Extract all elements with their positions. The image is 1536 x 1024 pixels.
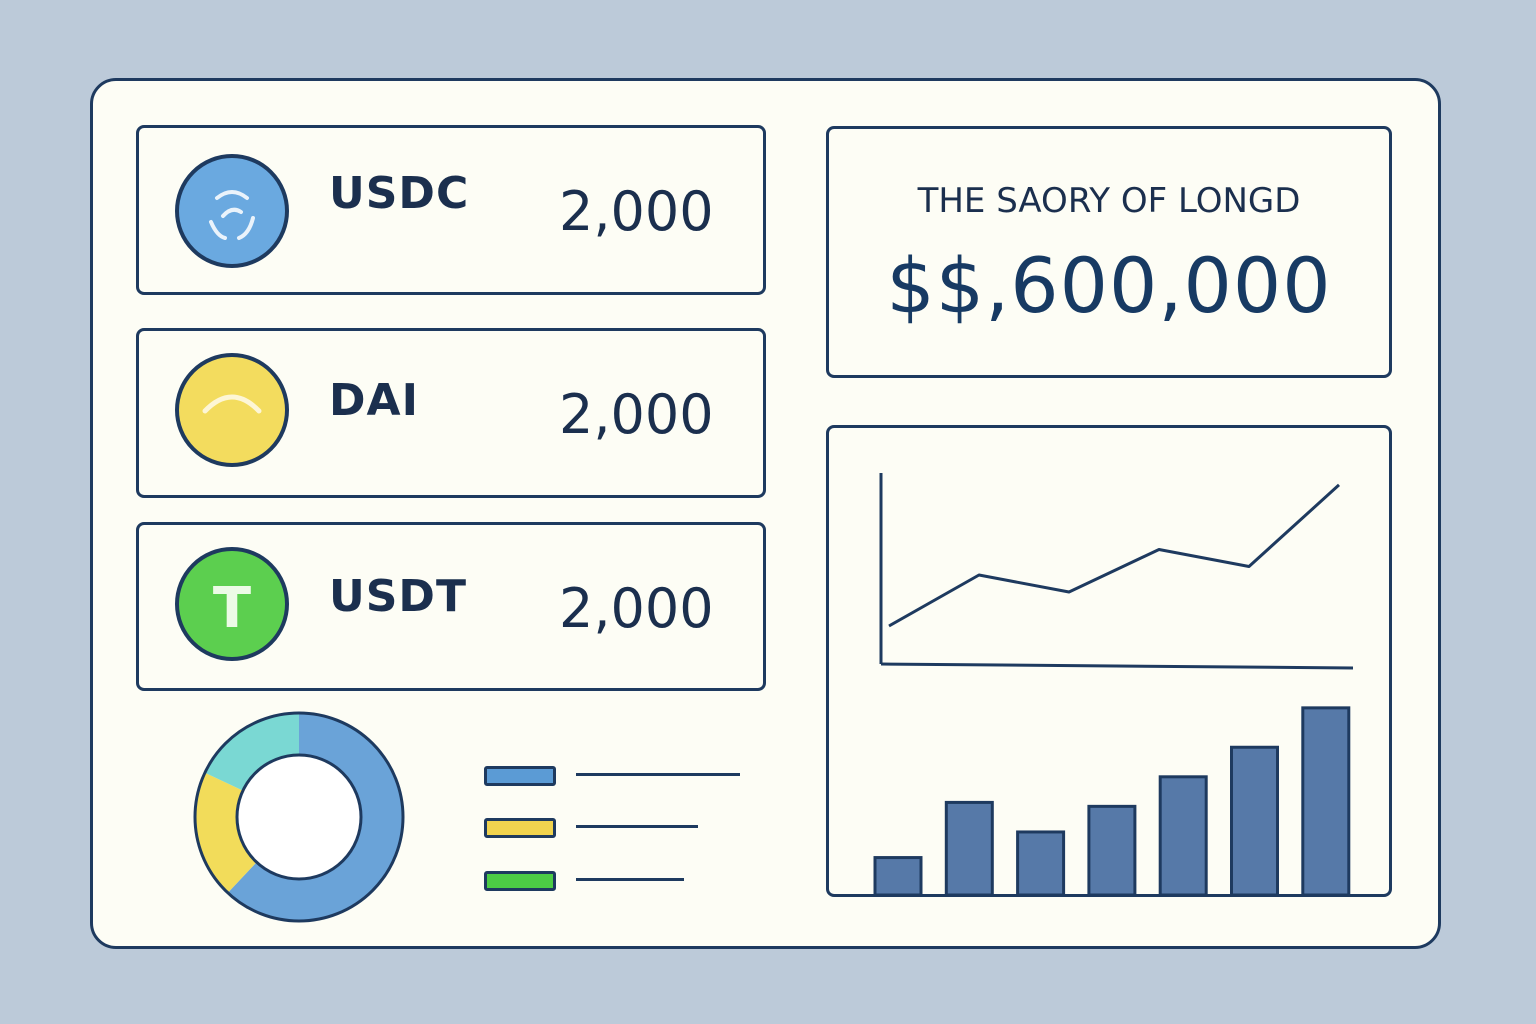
donut-outer-ring: [193, 711, 405, 923]
summary-title: THE SAORY OF LONGD: [917, 181, 1301, 221]
bar: [1230, 745, 1279, 894]
donut-slice-usdt: [204, 713, 299, 791]
line-chart-x-axis: [880, 662, 1354, 670]
balance-summary-card: THE SAORY OF LONGD $$,600,000: [826, 126, 1392, 378]
token-card-dai[interactable]: DAI 2,000: [136, 328, 766, 498]
token-name: USDC: [329, 168, 470, 219]
token-card-usdt[interactable]: T USDT 2,000: [136, 522, 766, 691]
bar: [1158, 775, 1208, 894]
chart-card: [826, 425, 1392, 897]
usdc-coin-icon: [175, 154, 289, 268]
legend-swatch-dai: [484, 818, 556, 838]
donut-hole: [235, 753, 363, 881]
usdt-coin-icon: T: [175, 547, 289, 661]
bar: [1016, 830, 1066, 894]
bar: [873, 856, 923, 894]
allocation-donut: [190, 708, 408, 926]
token-name: USDT: [329, 571, 467, 622]
token-amount: 2,000: [559, 180, 714, 243]
token-card-usdc[interactable]: USDC 2,000: [136, 125, 766, 295]
token-amount: 2,000: [559, 577, 714, 640]
bar: [1301, 706, 1351, 894]
bar: [944, 800, 994, 894]
donut-slice-dai: [195, 772, 257, 893]
token-amount: 2,000: [559, 383, 714, 446]
chart-canvas: [873, 473, 1354, 894]
legend-label-line: [576, 773, 740, 776]
bar: [1087, 804, 1137, 894]
usdt-glyph: T: [213, 576, 251, 641]
trend-line: [888, 483, 1341, 628]
legend-swatch-usdc: [484, 766, 556, 786]
legend-label-line: [576, 878, 684, 881]
dai-coin-icon: [175, 353, 289, 467]
legend-swatch-usdt: [484, 871, 556, 891]
token-name: DAI: [329, 375, 419, 426]
legend-label-line: [576, 825, 698, 828]
donut-slice-usdc: [227, 713, 403, 921]
total-balance: $$,600,000: [886, 241, 1332, 330]
